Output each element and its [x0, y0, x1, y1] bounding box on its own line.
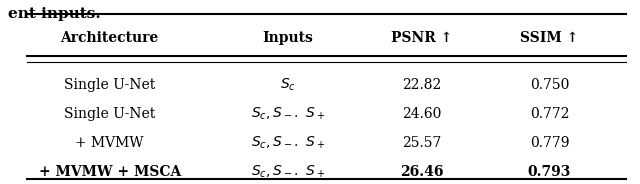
Text: $S_c, S_-.\ S_+$: $S_c, S_-.\ S_+$	[251, 106, 325, 122]
Text: 26.46: 26.46	[400, 165, 444, 179]
Text: 24.60: 24.60	[403, 107, 442, 121]
Text: Architecture: Architecture	[61, 31, 159, 45]
Text: $S_c, S_-.\ S_+$: $S_c, S_-.\ S_+$	[251, 164, 325, 180]
Text: $S_c$: $S_c$	[280, 77, 296, 93]
Text: Single U-Net: Single U-Net	[64, 107, 156, 121]
Text: SSIM ↑: SSIM ↑	[520, 31, 579, 45]
Text: $S_c, S_-.\ S_+$: $S_c, S_-.\ S_+$	[251, 135, 325, 151]
Text: Inputs: Inputs	[262, 31, 314, 45]
Text: PSNR ↑: PSNR ↑	[391, 31, 452, 45]
Text: 0.772: 0.772	[530, 107, 569, 121]
Text: 0.779: 0.779	[530, 136, 569, 150]
Text: + MVMW: + MVMW	[76, 136, 144, 150]
Text: 0.793: 0.793	[528, 165, 571, 179]
Text: 0.750: 0.750	[530, 78, 569, 92]
Text: + MVMW + MSCA: + MVMW + MSCA	[38, 165, 181, 179]
Text: ent inputs.: ent inputs.	[8, 7, 100, 21]
Text: Single U-Net: Single U-Net	[64, 78, 156, 92]
Text: 22.82: 22.82	[403, 78, 442, 92]
Text: 25.57: 25.57	[403, 136, 442, 150]
